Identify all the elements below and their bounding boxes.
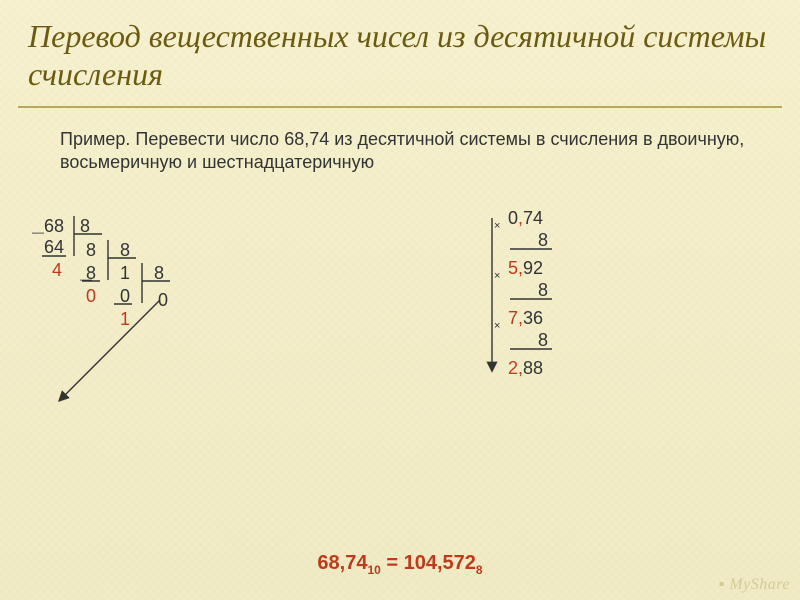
division-digit: 8 xyxy=(86,240,96,261)
division-digit: 1 xyxy=(120,309,130,330)
title-rule xyxy=(18,106,782,108)
watermark-text: MyShare xyxy=(729,576,790,593)
division-digit: 4 xyxy=(52,260,62,281)
mult-row: 7,36 xyxy=(508,308,543,329)
division-digit: 8 xyxy=(80,216,90,237)
minus-icon: — xyxy=(32,225,44,239)
division-digit: 68 xyxy=(44,216,64,237)
result-equation: 68,7410 = 104,5728 xyxy=(0,552,800,577)
division-digit: 8 xyxy=(154,263,164,284)
mult-row: 0,74 xyxy=(508,208,543,229)
division-digit: 0 xyxy=(86,286,96,307)
result-base-from: 10 xyxy=(367,563,380,577)
mult-sign-icon: × xyxy=(494,270,500,282)
result-lhs: 68,74 xyxy=(317,552,367,574)
mult-row: 8 xyxy=(538,330,548,351)
division-digit: 0 xyxy=(158,290,168,311)
slide-canvas: Перевод вещественных чисел из десятичной… xyxy=(0,0,800,600)
division-digit: 0 xyxy=(120,286,130,307)
minus-icon: — xyxy=(80,272,92,286)
result-rhs: = 104,572 xyxy=(381,552,476,574)
division-digit: 1 xyxy=(120,263,130,284)
division-digit: 8 xyxy=(120,240,130,261)
slide-title: Перевод вещественных чисел из десятичной… xyxy=(28,18,780,94)
mult-row: 8 xyxy=(538,230,548,251)
mult-row: 8 xyxy=(538,280,548,301)
watermark: ▪ MyShare xyxy=(719,576,790,594)
mult-sign-icon: × xyxy=(494,320,500,332)
result-base-to: 8 xyxy=(476,563,483,577)
mult-row: 2,88 xyxy=(508,358,543,379)
watermark-bullet: ▪ xyxy=(719,576,730,593)
division-digit: 64 xyxy=(44,237,64,258)
mult-sign-icon: × xyxy=(494,220,500,232)
example-text: Пример. Перевести число 68,74 из десятич… xyxy=(60,128,760,174)
mult-row: 5,92 xyxy=(508,258,543,279)
